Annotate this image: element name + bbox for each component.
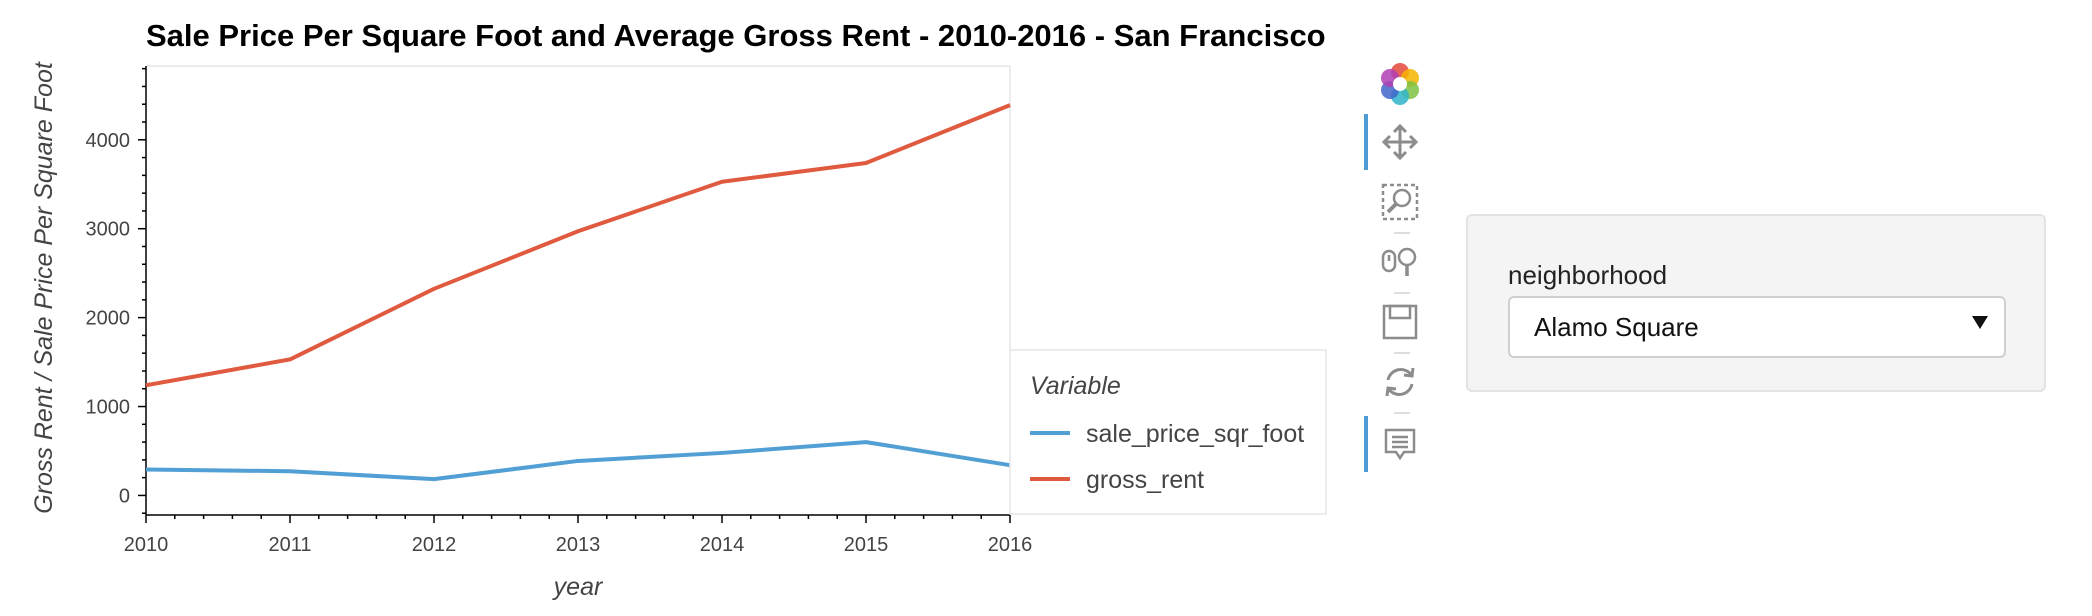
neighborhood-widget: neighborhood Alamo Square — [1466, 214, 2046, 392]
x-axis: 2010 2011 2012 2013 2014 2015 2016 — [124, 514, 1033, 556]
box-zoom-icon — [1381, 183, 1419, 221]
save-icon — [1382, 304, 1418, 340]
x-tick-label: 2014 — [700, 534, 745, 556]
chart: Sale Price Per Square Foot and Average G… — [30, 18, 1327, 601]
x-tick-label: 2012 — [412, 534, 457, 556]
x-axis-label: year — [552, 573, 604, 601]
x-tick-label: 2013 — [556, 534, 601, 556]
pan-icon — [1381, 123, 1419, 161]
neighborhood-label: neighborhood — [1508, 260, 1668, 290]
bokeh-logo-icon — [1381, 63, 1419, 105]
x-tick-label: 2011 — [268, 534, 311, 556]
wheel-zoom-tool[interactable] — [1364, 234, 1436, 290]
pan-tool[interactable] — [1364, 114, 1436, 170]
y-tick-label: 4000 — [86, 130, 131, 152]
y-tick-label: 0 — [119, 485, 130, 507]
wheel-zoom-icon — [1381, 247, 1417, 276]
save-tool[interactable] — [1364, 294, 1436, 350]
box-zoom-tool[interactable] — [1364, 174, 1436, 230]
y-tick-label: 3000 — [86, 219, 131, 241]
reset-tool[interactable] — [1364, 354, 1436, 410]
x-tick-label: 2010 — [124, 534, 169, 556]
toolbar — [1364, 56, 1436, 496]
y-tick-label: 1000 — [86, 397, 131, 419]
plot-area — [146, 65, 1011, 352]
y-axis: 0 1000 2000 3000 4000 — [86, 66, 147, 515]
x-tick-label: 2015 — [844, 534, 889, 556]
neighborhood-select[interactable]: Alamo Square — [1508, 296, 2006, 358]
bokeh-logo[interactable] — [1364, 56, 1436, 112]
chart-title: Sale Price Per Square Foot and Average G… — [146, 18, 1326, 53]
legend-label: gross_rent — [1086, 466, 1204, 494]
reset-icon — [1385, 367, 1415, 397]
legend: Variable sale_price_sqr_foot gross_rent — [1009, 349, 1327, 515]
series-lines — [145, 103, 1011, 482]
y-tick-label: 2000 — [86, 308, 131, 330]
chevron-down-icon — [1972, 316, 1988, 329]
neighborhood-selected-value: Alamo Square — [1534, 311, 1699, 342]
hover-tool[interactable] — [1364, 416, 1436, 472]
x-tick-label: 2016 — [988, 534, 1033, 556]
y-axis-label: Gross Rent / Sale Price Per Square Foot — [30, 61, 58, 514]
legend-label: sale_price_sqr_foot — [1086, 420, 1304, 448]
legend-title: Variable — [1030, 372, 1121, 400]
series-line-gross_rent — [145, 103, 1011, 388]
hover-icon — [1384, 428, 1416, 461]
series-line-sale_price_sqr_foot — [145, 440, 1011, 482]
